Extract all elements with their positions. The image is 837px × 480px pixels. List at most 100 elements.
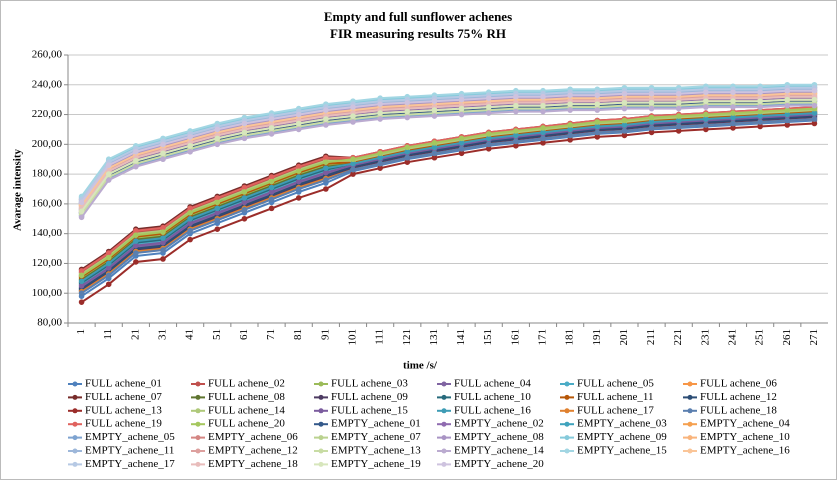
data-point: [811, 110, 818, 116]
data-point: [730, 104, 736, 110]
data-point: [513, 143, 519, 149]
y-tick-label: 180,00: [32, 168, 63, 180]
legend-marker: [72, 435, 78, 441]
series-line: [80, 86, 815, 200]
series-line: [80, 85, 815, 199]
data-point: [295, 174, 302, 180]
data-point: [648, 129, 655, 136]
legend-marker: [441, 394, 447, 400]
legend-label: EMPTY_achene_06: [208, 431, 298, 443]
series-line: [80, 89, 815, 203]
data-point: [268, 205, 275, 212]
y-tick-label: 220,00: [32, 108, 63, 120]
data-point: [350, 104, 356, 110]
data-point: [377, 150, 383, 157]
legend-label: FULL achene_17: [577, 404, 654, 416]
data-point: [757, 108, 763, 115]
legend-label: FULL achene_08: [208, 391, 285, 403]
x-tick-label: 61: [238, 329, 250, 340]
data-point: [594, 119, 601, 125]
data-point: [377, 165, 383, 171]
data-point: [784, 111, 791, 118]
data-point: [730, 89, 736, 96]
series-line: [80, 92, 815, 206]
series-line: [80, 100, 815, 214]
data-point: [187, 227, 193, 234]
data-point: [621, 128, 628, 134]
data-point: [648, 114, 655, 121]
data-point: [187, 210, 193, 216]
data-point: [540, 125, 546, 131]
data-point: [404, 108, 411, 115]
data-point: [160, 229, 166, 235]
data-point: [648, 119, 655, 125]
series-line: [81, 112, 815, 283]
data-point: [621, 132, 628, 139]
data-point: [187, 148, 193, 155]
data-point: [187, 134, 193, 140]
data-point: [160, 256, 166, 262]
data-point: [78, 268, 85, 274]
data-point: [133, 242, 139, 249]
data-point: [187, 143, 193, 149]
data-point: [513, 102, 519, 109]
data-point: [241, 207, 248, 213]
data-point: [160, 150, 166, 157]
legend-label: FULL achene_13: [85, 404, 162, 416]
data-point: [268, 116, 275, 122]
data-point: [431, 144, 438, 151]
series-line: [81, 109, 815, 275]
series-line: [80, 88, 815, 202]
legend-marker: [441, 421, 447, 427]
data-point: [241, 129, 248, 136]
legend-label: FULL achene_12: [700, 391, 777, 403]
data-point: [241, 189, 248, 195]
data-point: [485, 146, 492, 152]
legend-label: EMPTY_achene_11: [85, 445, 174, 457]
data-point: [350, 171, 356, 177]
legend-marker: [687, 435, 693, 441]
data-point: [730, 114, 736, 121]
data-point: [594, 92, 601, 98]
data-point: [431, 140, 438, 146]
x-tick-label: 181: [564, 329, 576, 346]
data-point: [458, 105, 465, 112]
legend-marker: [687, 381, 693, 387]
data-point: [540, 140, 546, 146]
x-tick-label: 221: [672, 329, 684, 346]
x-tick-label: 151: [482, 329, 494, 346]
data-point: [675, 105, 682, 112]
legend-marker: [72, 381, 78, 387]
legend-label: EMPTY_achene_17: [85, 458, 175, 470]
x-tick-label: 231: [699, 329, 711, 346]
legend-marker: [687, 448, 693, 454]
data-point: [567, 107, 573, 113]
data-point: [295, 178, 302, 185]
x-tick-label: 131: [428, 329, 440, 346]
data-point: [757, 123, 763, 130]
y-tick-label: 200,00: [32, 138, 63, 150]
data-point: [703, 122, 709, 128]
legend-marker: [564, 421, 570, 427]
y-tick-label: 120,00: [32, 257, 63, 269]
data-point: [241, 199, 248, 206]
data-point: [621, 90, 628, 97]
data-point: [730, 98, 736, 104]
legend-label: EMPTY_achene_14: [454, 445, 544, 457]
data-point: [160, 156, 166, 163]
legend-label: EMPTY_achene_02: [454, 418, 544, 430]
data-point: [214, 205, 221, 212]
data-point: [133, 232, 139, 238]
y-tick-label: 80,00: [37, 317, 62, 329]
data-point: [648, 90, 655, 97]
legend-marker: [195, 408, 201, 414]
series-line: [81, 113, 815, 287]
legend-marker: [195, 421, 201, 427]
data-point: [133, 227, 139, 234]
data-point: [703, 111, 709, 118]
data-point: [513, 93, 519, 100]
legend-label: FULL achene_05: [577, 378, 654, 390]
x-tick-label: 41: [184, 329, 196, 340]
data-point: [214, 217, 221, 224]
data-point: [784, 87, 791, 94]
